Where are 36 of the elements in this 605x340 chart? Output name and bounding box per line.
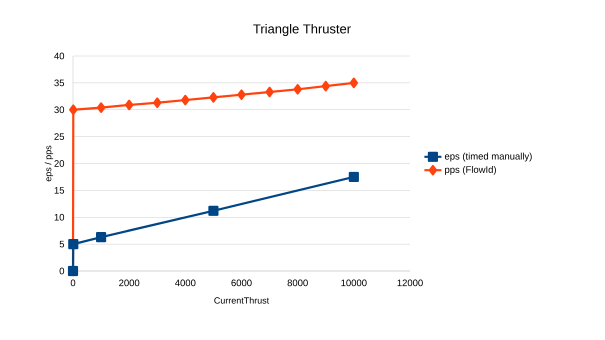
x-tick-label: 10000	[341, 280, 367, 286]
y-tick-label: 40	[54, 52, 64, 60]
x-tick-label: 2000	[119, 280, 140, 286]
point	[124, 100, 134, 110]
chart-title: Triangle Thruster	[253, 24, 351, 36]
y-tick-label: 30	[54, 106, 64, 114]
point	[237, 89, 246, 100]
point	[322, 80, 330, 92]
point	[209, 92, 218, 103]
y-tick-label: 25	[54, 133, 64, 140]
y-tick-label: 35	[54, 80, 64, 86]
x-tick-label: 4000	[175, 280, 196, 286]
point	[153, 97, 162, 108]
legend-label: pps (FlowId)	[445, 166, 496, 175]
point	[350, 78, 358, 88]
point	[96, 102, 106, 113]
x-tick-label: 6000	[231, 280, 252, 286]
point	[96, 232, 106, 242]
y-axis-title: eps / pps	[44, 146, 54, 182]
y-tick-label: 5	[60, 240, 64, 248]
point	[181, 94, 190, 106]
y-tick-label: 20	[54, 160, 64, 167]
x-tick-label: 8000	[288, 280, 308, 286]
point	[68, 239, 78, 250]
point	[265, 86, 274, 98]
point	[208, 206, 219, 216]
y-tick-label: 10	[54, 214, 64, 221]
x-tick-label: 0	[70, 280, 76, 286]
y-tick-label: 0	[60, 268, 64, 274]
point	[69, 104, 78, 116]
legend-label: eps (timed manually)	[444, 152, 532, 162]
y-tick-label: 15	[54, 187, 64, 194]
point	[348, 172, 359, 182]
point	[293, 84, 302, 95]
x-tick-label: 12000	[398, 280, 423, 286]
x-axis-title: CurrentThrust	[214, 297, 270, 304]
